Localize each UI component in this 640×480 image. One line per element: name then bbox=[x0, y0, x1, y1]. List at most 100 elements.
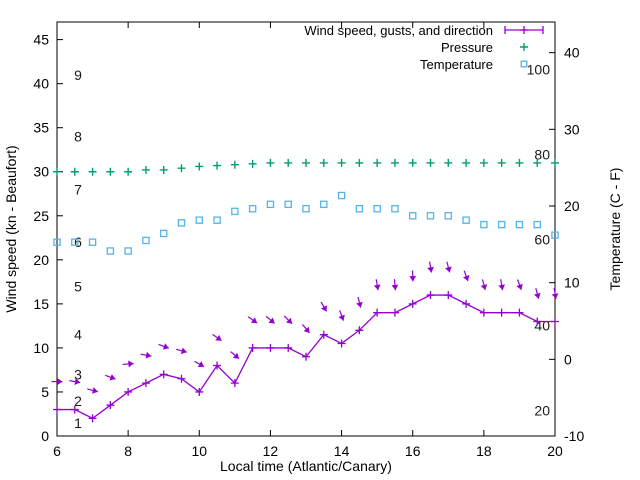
pressure-marker bbox=[53, 167, 61, 176]
wind-direction-arrow bbox=[480, 279, 488, 291]
x-tick-label: 8 bbox=[124, 443, 132, 459]
y-tick-label: 10 bbox=[33, 340, 49, 356]
wind-speed-marker bbox=[124, 387, 133, 396]
temperature-marker bbox=[159, 229, 168, 238]
wind-direction-arrow bbox=[373, 279, 381, 291]
wind-direction-arrow bbox=[176, 347, 187, 355]
legend-label: Wind speed, gusts, and direction bbox=[304, 23, 493, 38]
temperature-marker bbox=[71, 238, 79, 246]
wind-direction-arrow bbox=[302, 324, 310, 334]
pressure-marker bbox=[302, 158, 310, 167]
pressure-marker bbox=[177, 164, 186, 173]
pressure-marker bbox=[266, 158, 275, 167]
pressure-marker bbox=[373, 158, 382, 167]
temperature-marker bbox=[106, 247, 115, 255]
wind-direction-arrow bbox=[462, 270, 470, 282]
wind-speed-marker bbox=[70, 405, 79, 414]
pressure-marker bbox=[106, 167, 115, 176]
pressure-marker bbox=[124, 167, 133, 176]
temperature-marker bbox=[177, 219, 186, 227]
pressure-marker bbox=[479, 158, 488, 167]
pressure-marker bbox=[515, 158, 524, 167]
temperature-marker bbox=[355, 205, 364, 213]
wind-direction-arrow bbox=[158, 343, 170, 350]
pressure-marker bbox=[284, 158, 293, 167]
wind-direction-arrow bbox=[69, 378, 81, 385]
pressure-marker bbox=[319, 158, 328, 167]
legend-sample-marker bbox=[520, 43, 528, 51]
beaufort-label: 9 bbox=[74, 67, 82, 83]
wind-speed-marker bbox=[337, 339, 346, 348]
wind-speed-marker bbox=[53, 405, 61, 414]
wind-speed-marker bbox=[319, 330, 328, 339]
wind-direction-arrow bbox=[516, 279, 523, 291]
wind-speed-marker bbox=[177, 374, 186, 383]
pressure-marker bbox=[444, 158, 453, 167]
beaufort-label: 3 bbox=[74, 366, 82, 382]
wind-speed-marker bbox=[551, 317, 559, 326]
x-tick-label: 14 bbox=[334, 443, 350, 459]
fahrenheit-label: 80 bbox=[534, 147, 550, 163]
y-tick-label: 45 bbox=[33, 32, 49, 48]
wind-direction-arrow bbox=[247, 316, 258, 324]
temperature-marker bbox=[408, 212, 417, 220]
wind-speed-marker bbox=[497, 308, 506, 317]
wind-speed-marker bbox=[462, 299, 471, 308]
legend-sample-marker bbox=[520, 26, 528, 34]
x-tick-label: 20 bbox=[547, 443, 563, 459]
wind-speed-marker bbox=[515, 308, 524, 317]
wind-direction-arrow bbox=[104, 374, 116, 381]
y-tick-label: 25 bbox=[33, 208, 49, 224]
wind-direction-arrow bbox=[140, 351, 152, 359]
wind-speed-marker bbox=[355, 326, 364, 335]
wind-speed-marker bbox=[373, 308, 382, 317]
wind-speed-marker bbox=[408, 299, 417, 308]
x-tick-label: 12 bbox=[263, 443, 279, 459]
wind-direction-arrow bbox=[445, 261, 452, 273]
wind-speed-marker bbox=[88, 414, 97, 423]
temperature-marker bbox=[373, 205, 381, 213]
temperature-marker bbox=[391, 205, 399, 213]
y2-tick-label: 40 bbox=[564, 45, 580, 61]
beaufort-label: 1 bbox=[74, 415, 82, 431]
y2-tick-label: 10 bbox=[564, 275, 580, 291]
x-tick-label: 10 bbox=[191, 443, 207, 459]
y-tick-label: 15 bbox=[33, 296, 49, 312]
beaufort-label: 2 bbox=[74, 393, 82, 409]
temperature-marker bbox=[53, 238, 61, 246]
temperature-marker bbox=[302, 205, 310, 213]
plot-frame bbox=[56, 21, 556, 437]
y2-axis-title: Temperature (C - F) bbox=[607, 168, 623, 291]
legend-label: Pressure bbox=[441, 40, 493, 55]
wind-speed-marker bbox=[248, 343, 257, 352]
temperature-marker bbox=[284, 200, 292, 209]
temperature-marker bbox=[426, 212, 435, 220]
x-tick-label: 18 bbox=[476, 443, 492, 459]
pressure-marker bbox=[88, 167, 97, 176]
pressure-marker bbox=[159, 165, 168, 174]
wind-direction-arrow bbox=[534, 288, 541, 299]
wind-direction-arrow bbox=[265, 315, 276, 324]
pressure-marker bbox=[213, 161, 222, 170]
fahrenheit-label: 20 bbox=[534, 403, 550, 419]
wind-speed-marker bbox=[302, 352, 310, 361]
x-axis-title: Local time (Atlantic/Canary) bbox=[220, 458, 392, 474]
pressure-marker bbox=[70, 167, 79, 176]
y-tick-label: 0 bbox=[41, 428, 49, 444]
temperature-marker bbox=[124, 247, 132, 255]
temperature-marker bbox=[142, 236, 150, 245]
y2-tick-label: -10 bbox=[564, 428, 584, 444]
temperature-marker bbox=[480, 220, 488, 229]
x-tick-label: 16 bbox=[405, 443, 421, 459]
wind-speed-marker bbox=[213, 361, 222, 370]
beaufort-label: 4 bbox=[74, 327, 82, 343]
y-axis-title: Wind speed (kn - Beaufort) bbox=[3, 145, 19, 312]
wind-speed-marker bbox=[479, 308, 488, 317]
wind-direction-arrow bbox=[122, 360, 134, 368]
temperature-marker bbox=[213, 216, 221, 224]
fahrenheit-label: 60 bbox=[534, 232, 550, 248]
x-tick-label: 6 bbox=[53, 443, 61, 459]
wind-speed-marker bbox=[106, 401, 115, 410]
temperature-marker bbox=[337, 191, 346, 200]
